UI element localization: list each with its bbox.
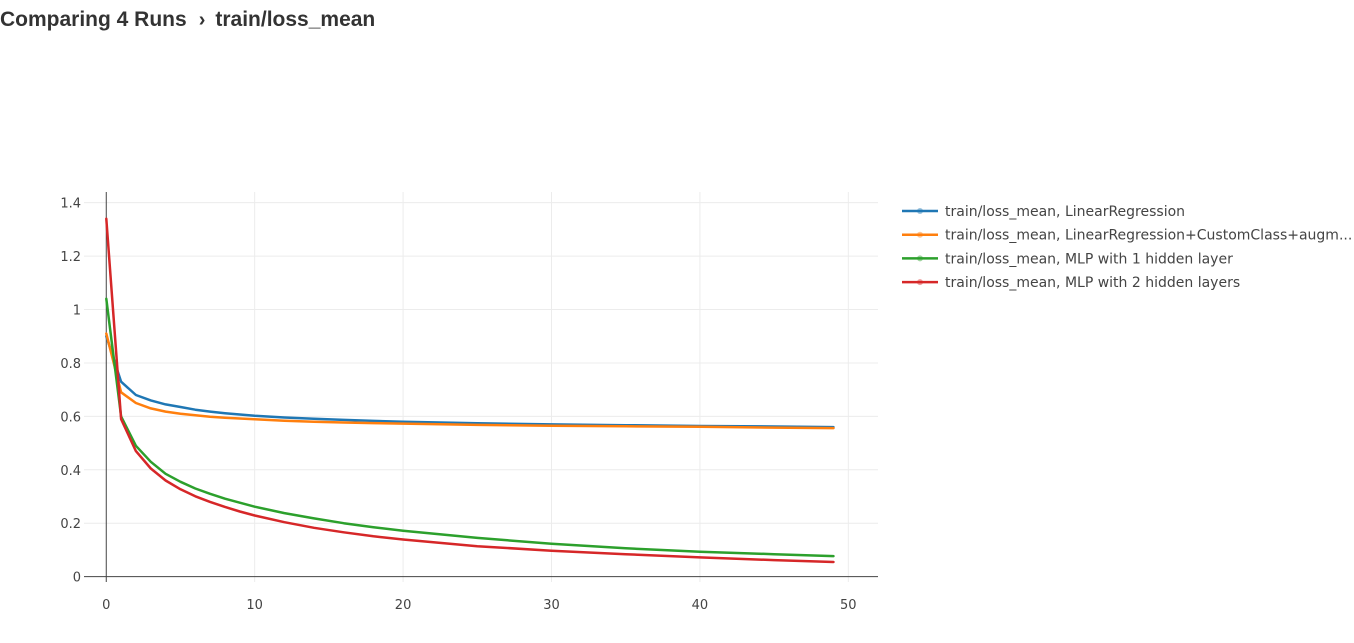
y-tick-label: 0.6	[60, 410, 81, 425]
x-tick-label: 30	[543, 598, 560, 613]
legend-label: train/loss_mean, LinearRegression	[945, 204, 1185, 220]
comparison-title: Comparing 4 Runs	[0, 8, 187, 31]
legend-label: train/loss_mean, LinearRegression+Custom…	[945, 228, 1352, 244]
tick-labels: 0 0.2 0.4 0.6 0.8 1 1.2 1.4 0 10 20 30 40 50	[60, 197, 856, 613]
series-line-4[interactable]	[105, 217, 835, 564]
x-tick-label: 50	[840, 598, 857, 613]
legend-label: train/loss_mean, MLP with 2 hidden layer…	[945, 275, 1240, 291]
axes	[84, 192, 878, 582]
grid-lines	[84, 192, 878, 582]
x-tick-label: 40	[692, 598, 709, 613]
legend-swatch-marker	[917, 255, 923, 262]
legend-item-4[interactable]: train/loss_mean, MLP with 2 hidden layer…	[902, 275, 1240, 291]
series-lines[interactable]	[105, 217, 835, 564]
series-line-3[interactable]	[105, 297, 835, 558]
y-tick-label: 0.8	[60, 357, 81, 372]
x-tick-label: 0	[102, 598, 110, 613]
legend-swatch-marker	[917, 208, 923, 214]
page-header: Comparing 4 Runs › train/loss_mean	[0, 6, 375, 34]
y-tick-label: 0.4	[60, 464, 81, 479]
series-line-2[interactable]	[105, 332, 835, 430]
metric-name: train/loss_mean	[215, 8, 376, 31]
legend-item-1[interactable]: train/loss_mean, LinearRegression	[902, 204, 1185, 220]
legend-swatch-marker	[917, 279, 923, 286]
chevron-right-icon: ›	[198, 8, 206, 31]
y-tick-label: 1.4	[60, 197, 81, 212]
legend-label: train/loss_mean, MLP with 1 hidden layer	[945, 251, 1233, 267]
legend-item-3[interactable]: train/loss_mean, MLP with 1 hidden layer	[902, 251, 1233, 267]
x-tick-label: 20	[395, 598, 412, 613]
y-tick-label: 0	[73, 571, 81, 586]
legend-item-2[interactable]: train/loss_mean, LinearRegression+Custom…	[902, 228, 1352, 244]
y-tick-label: 1	[73, 304, 81, 319]
legend-swatch-marker	[917, 231, 923, 238]
series-line-1[interactable]	[105, 334, 835, 429]
y-tick-label: 0.2	[60, 517, 81, 532]
legend[interactable]: train/loss_mean, LinearRegression train/l…	[902, 204, 1352, 291]
y-tick-label: 1.2	[60, 250, 81, 265]
x-tick-label: 10	[246, 598, 263, 613]
